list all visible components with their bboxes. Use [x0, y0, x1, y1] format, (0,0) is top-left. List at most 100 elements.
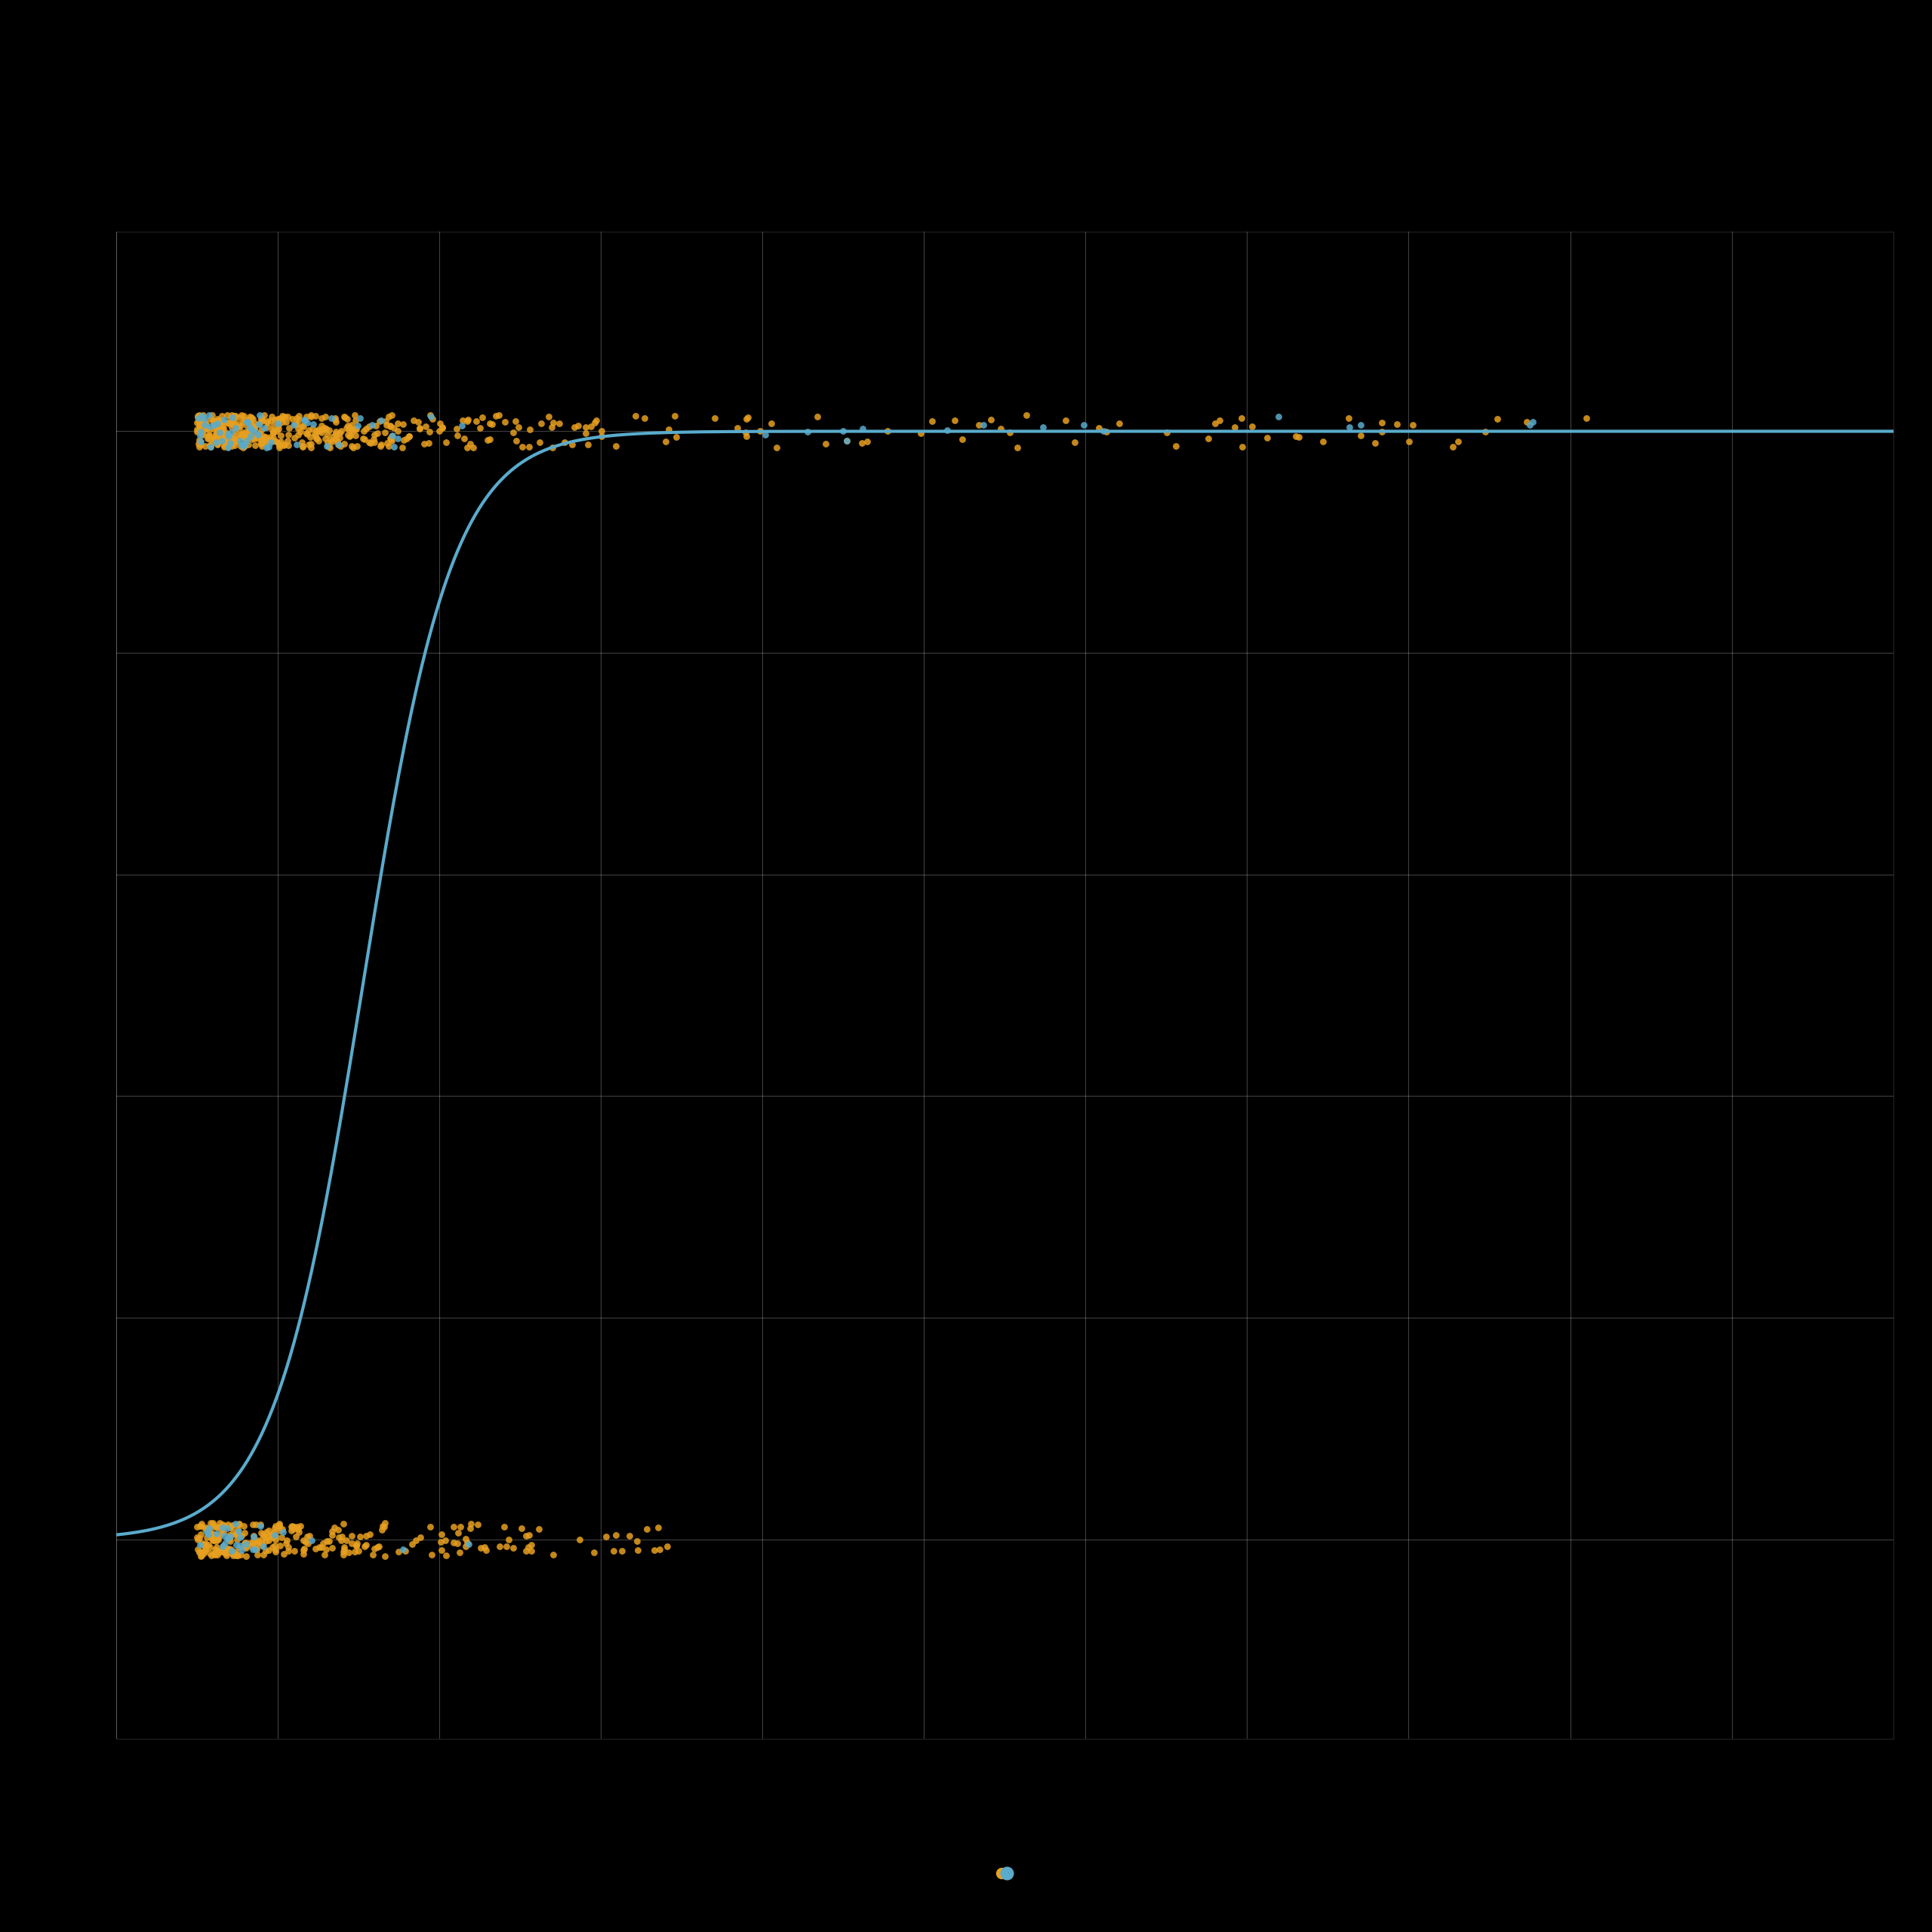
Point	[442, 1517, 473, 1548]
Point	[352, 1520, 383, 1551]
Point	[230, 1517, 261, 1548]
Point	[282, 1511, 313, 1542]
Point	[303, 415, 334, 446]
Point	[354, 427, 384, 458]
Point	[483, 400, 514, 431]
Point	[242, 1540, 272, 1571]
Point	[396, 1528, 427, 1559]
Point	[236, 421, 267, 452]
Point	[649, 427, 680, 458]
Point	[257, 1520, 288, 1551]
Point	[249, 1536, 280, 1567]
Point	[607, 1536, 638, 1567]
Point	[199, 1540, 230, 1571]
Point	[240, 1534, 270, 1565]
Point	[265, 1530, 296, 1561]
Point	[334, 419, 365, 450]
Point	[1264, 402, 1294, 433]
Point	[1308, 425, 1339, 456]
Point	[1283, 421, 1314, 452]
Point	[214, 1522, 245, 1553]
Point	[253, 1515, 284, 1546]
Point	[510, 1536, 541, 1567]
Point	[338, 433, 369, 464]
Point	[359, 419, 390, 450]
Point	[245, 413, 276, 444]
Point	[189, 406, 220, 437]
Point	[228, 1532, 259, 1563]
Point	[354, 412, 384, 442]
Point	[211, 1522, 242, 1553]
Point	[245, 1509, 276, 1540]
Point	[328, 402, 359, 433]
Point	[296, 433, 327, 464]
Point	[367, 1511, 398, 1542]
Point	[265, 1509, 296, 1540]
Point	[344, 1536, 375, 1567]
Point	[810, 429, 840, 460]
Point	[1360, 427, 1391, 458]
Point	[323, 427, 354, 458]
Point	[601, 1519, 632, 1549]
Point	[846, 413, 877, 444]
Point	[446, 410, 477, 440]
Point	[263, 413, 294, 444]
Point	[220, 1524, 251, 1555]
Point	[199, 1534, 230, 1565]
Point	[379, 431, 410, 462]
Point	[367, 1515, 398, 1546]
Point	[321, 408, 352, 439]
Point	[182, 1524, 213, 1555]
Point	[371, 410, 402, 440]
Point	[253, 431, 284, 462]
Point	[187, 419, 218, 450]
Point	[255, 421, 286, 452]
Point	[510, 1520, 541, 1551]
Point	[232, 406, 263, 437]
Point	[1204, 406, 1235, 437]
Point	[286, 431, 317, 462]
Point	[211, 1534, 242, 1565]
Point	[526, 408, 556, 439]
Point	[388, 425, 419, 456]
Point	[462, 1509, 493, 1540]
Point	[195, 1507, 226, 1538]
Point	[512, 1532, 543, 1563]
Point	[377, 425, 408, 456]
Point	[450, 1530, 481, 1561]
Point	[344, 404, 375, 435]
Point	[328, 1532, 359, 1563]
Point	[203, 404, 234, 435]
Point	[373, 427, 404, 458]
Point	[564, 1524, 595, 1555]
Point	[755, 408, 786, 439]
Point	[255, 427, 286, 458]
Point	[184, 1530, 214, 1561]
Point	[276, 1511, 307, 1542]
Point	[228, 431, 259, 462]
Point	[189, 431, 220, 462]
Point	[184, 427, 214, 458]
Point	[226, 419, 257, 450]
Point	[232, 423, 263, 454]
Point	[251, 406, 282, 437]
Point	[359, 410, 390, 440]
Point	[299, 419, 330, 450]
Point	[284, 1517, 315, 1548]
Point	[236, 413, 267, 444]
Point	[255, 423, 286, 454]
Point	[632, 1513, 663, 1544]
Point	[323, 429, 354, 460]
Point	[475, 408, 506, 439]
Point	[352, 1530, 383, 1561]
Point	[199, 1520, 230, 1551]
Point	[238, 1528, 269, 1559]
Point	[282, 402, 313, 433]
Point	[514, 413, 545, 444]
Point	[375, 423, 406, 454]
Point	[207, 1513, 238, 1544]
Point	[578, 1536, 609, 1567]
Point	[311, 1526, 342, 1557]
Point	[373, 431, 404, 462]
Point	[247, 421, 278, 452]
